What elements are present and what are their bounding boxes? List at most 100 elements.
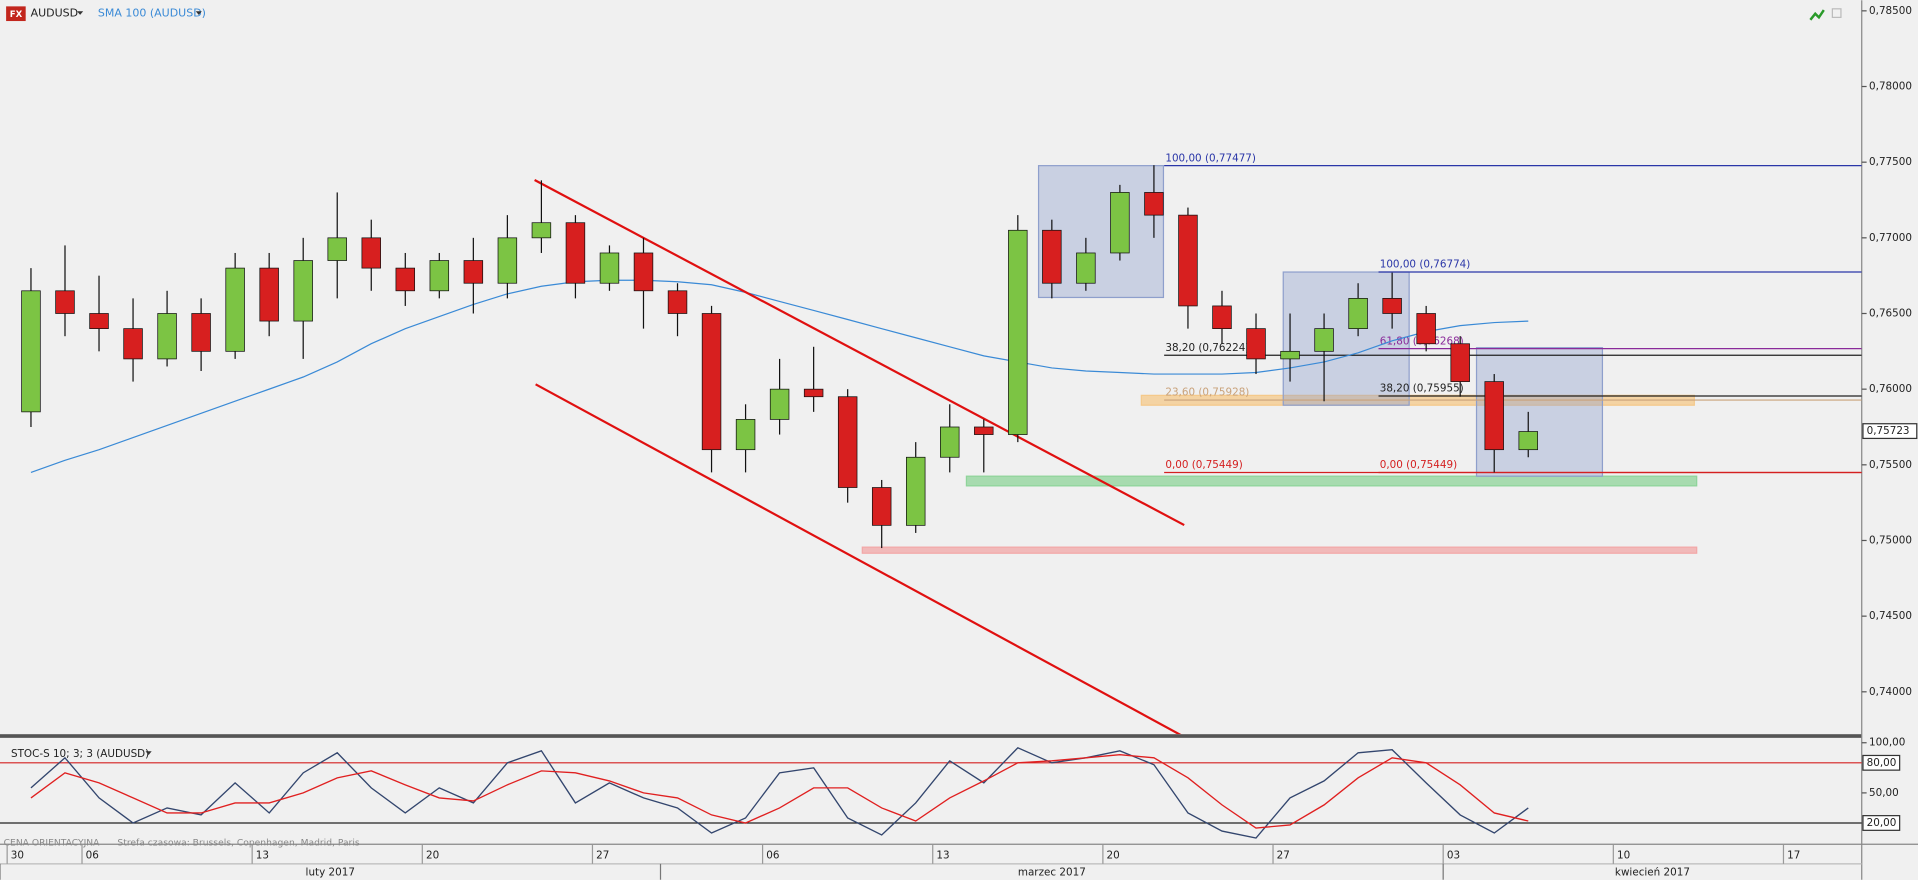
fx-icon-text: FX	[10, 10, 23, 20]
x-tick-label: 20	[1107, 849, 1120, 861]
dropdown-arrow[interactable]	[145, 751, 152, 755]
period-label: luty 2017	[306, 866, 355, 878]
candle-body	[599, 252, 620, 284]
plot: 100,00 (0,77477) 38,20 (0,76224) 23,60 (0,…	[21, 152, 1862, 735]
x-tick-label: 20	[426, 849, 439, 861]
candle-body	[633, 252, 654, 292]
y-tick-label: 0,76500	[1869, 307, 1912, 319]
dropdown-arrow[interactable]	[195, 11, 202, 15]
footer-timezone: Strefa czasowa: Brussels, Copenhagen, Ma…	[117, 838, 359, 849]
candle-body	[769, 388, 790, 420]
footer-note: CENA ORIENTACYJNA	[4, 838, 100, 849]
candle-body	[837, 396, 858, 488]
fib-label: 100,00 (0,77477)	[1165, 152, 1256, 164]
candle-body	[871, 487, 892, 526]
candle-body	[21, 290, 41, 413]
x-tick-label: 03	[1447, 849, 1460, 861]
candle-body	[293, 260, 313, 322]
candle-body	[974, 426, 994, 435]
candle-body	[531, 222, 552, 239]
x-tick-label: 10	[1617, 849, 1630, 861]
trend-icon[interactable]	[1809, 9, 1825, 21]
panel-separator	[0, 734, 1862, 738]
trendline	[535, 383, 1182, 735]
candle-body	[157, 313, 177, 360]
candle-body	[735, 419, 756, 451]
period-label: marzec 2017	[1018, 866, 1086, 878]
candle-body	[1076, 252, 1096, 284]
zone	[861, 546, 1698, 554]
candle-body	[1178, 214, 1198, 307]
last-price-box	[1862, 423, 1918, 440]
stoch-line	[30, 754, 1529, 829]
candle-body	[1042, 229, 1062, 284]
candle-body	[225, 267, 245, 352]
stoch-title: STOC-S 10; 3; 3 (AUDUSD)	[11, 748, 149, 760]
candle-body	[191, 313, 211, 352]
x-tick-label: 17	[1787, 849, 1800, 861]
x-tick-label: 27	[1277, 849, 1290, 861]
candle-body	[1008, 229, 1028, 435]
y-tick-label: 0,78500	[1869, 5, 1912, 17]
candle-body	[1484, 381, 1504, 451]
candle-body	[1144, 192, 1164, 216]
y-tick-label: 50,00	[1869, 787, 1899, 799]
dropdown-arrow[interactable]	[77, 11, 84, 15]
box	[1282, 271, 1410, 406]
candle-body	[463, 260, 484, 284]
level-label: 20,00	[1867, 817, 1897, 829]
candle-body	[565, 222, 586, 284]
x-tick-label: 30	[11, 849, 24, 861]
candle-body	[1348, 297, 1368, 329]
candle-body	[395, 267, 416, 292]
candle-body	[1314, 328, 1334, 352]
y-tick-label: 0,77000	[1869, 232, 1912, 244]
candle-body	[1280, 350, 1300, 360]
sma-line	[30, 279, 1529, 473]
candle-body	[701, 313, 722, 451]
fib-label: 0,00 (0,75449)	[1380, 459, 1457, 471]
fib-label: 38,20 (0,76224)	[1165, 342, 1249, 354]
candle-body	[89, 313, 109, 329]
x-tick-label: 27	[596, 849, 609, 861]
y-tick-label: 0,74500	[1869, 610, 1912, 622]
y-tick-label: 0,74000	[1869, 686, 1912, 698]
candle-body	[55, 290, 75, 314]
indicator-name[interactable]: SMA 100 (AUDUSD)	[98, 7, 206, 20]
level-box	[1862, 754, 1901, 771]
candle-body	[123, 328, 143, 360]
last-price-label: 0,75723	[1867, 425, 1910, 437]
symbol[interactable]: AUDUSD	[31, 7, 79, 20]
candle-body	[1382, 297, 1402, 314]
x-tick-label: 13	[256, 849, 269, 861]
y-tick-label: 0,75000	[1869, 534, 1912, 546]
candle-body	[1246, 328, 1266, 360]
candle-body	[1450, 343, 1470, 382]
fib-label: 100,00 (0,76774)	[1380, 259, 1471, 271]
candle-body	[667, 290, 688, 314]
candle-body	[1518, 431, 1538, 451]
y-tick-label: 0,78000	[1869, 81, 1912, 93]
candle-body	[1212, 305, 1232, 329]
level-label: 80,00	[1867, 757, 1897, 769]
candle-body	[940, 426, 960, 458]
level-box	[1862, 815, 1901, 831]
fib-label: 38,20 (0,75955)	[1380, 383, 1464, 395]
fx-icon	[6, 6, 26, 22]
y-tick-label: 100,00	[1869, 737, 1905, 749]
candle-body	[905, 456, 926, 526]
trendline	[534, 179, 1185, 527]
x-tick-label: 06	[86, 849, 99, 861]
window-icon[interactable]	[1831, 8, 1842, 18]
period-label: kwiecień 2017	[1615, 866, 1690, 878]
candle-body	[1110, 192, 1130, 254]
candle-body	[1416, 313, 1436, 345]
x-tick-label: 13	[936, 849, 949, 861]
zone	[965, 475, 1698, 487]
y-tick-label: 0,76000	[1869, 383, 1912, 395]
y-tick-label: 0,75500	[1869, 459, 1912, 471]
candle-body	[361, 237, 381, 269]
fib-label: 0,00 (0,75449)	[1165, 459, 1242, 471]
